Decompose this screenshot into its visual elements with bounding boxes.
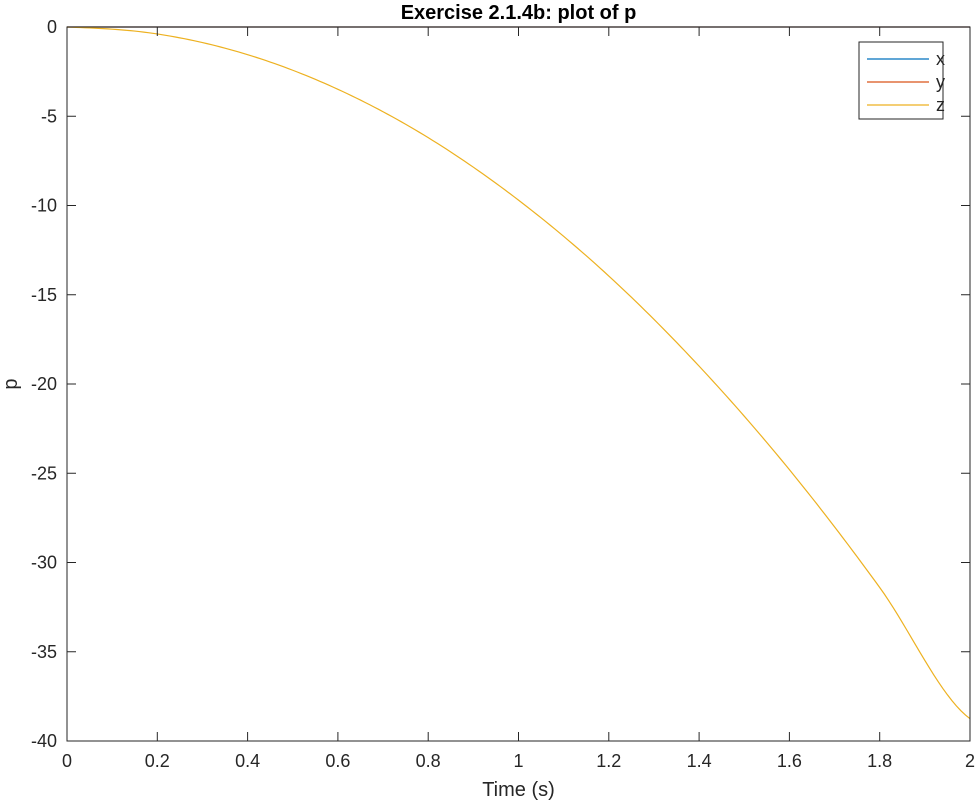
- x-tick-label: 2: [965, 751, 975, 771]
- x-tick-label: 1: [513, 751, 523, 771]
- x-axis: 0 0.2 0.4 0.6 0.8 1 1.2 1.4 1.6 1.8 2: [62, 27, 975, 771]
- y-axis-label: p: [0, 378, 22, 389]
- x-axis-label: Time (s): [482, 779, 555, 801]
- x-tick-label: 0: [62, 751, 72, 771]
- y-axis: 0 -5 -10 -15 -20 -25 -30 -35 -40: [31, 17, 970, 751]
- y-tick-label: -25: [31, 463, 57, 483]
- y-tick-label: -15: [31, 285, 57, 305]
- x-tick-label: 1.6: [777, 751, 802, 771]
- x-tick-label: 0.4: [235, 751, 260, 771]
- y-tick-label: -35: [31, 642, 57, 662]
- x-tick-label: 1.2: [596, 751, 621, 771]
- legend: xyz: [858, 41, 945, 120]
- chart-title: Exercise 2.1.4b: plot of p: [401, 2, 637, 24]
- y-tick-label: -20: [31, 374, 57, 394]
- y-tick-label: -30: [31, 553, 57, 573]
- legend-label-x: x: [936, 49, 945, 69]
- legend-box: [858, 41, 944, 120]
- x-tick-label: 0.6: [325, 751, 350, 771]
- y-tick-label: 0: [47, 17, 57, 37]
- x-tick-label: 0.8: [416, 751, 441, 771]
- x-tick-label: 1.4: [687, 751, 712, 771]
- x-tick-label: 0.2: [145, 751, 170, 771]
- legend-label-z: z: [936, 95, 945, 115]
- x-tick-label: 1.8: [867, 751, 892, 771]
- axes-box: [66, 26, 971, 742]
- series-line-z: [66, 26, 971, 720]
- y-tick-label: -40: [31, 731, 57, 751]
- y-tick-label: -10: [31, 196, 57, 216]
- series-layer: [66, 26, 971, 720]
- y-tick-label: -5: [41, 106, 57, 126]
- legend-label-y: y: [936, 72, 945, 92]
